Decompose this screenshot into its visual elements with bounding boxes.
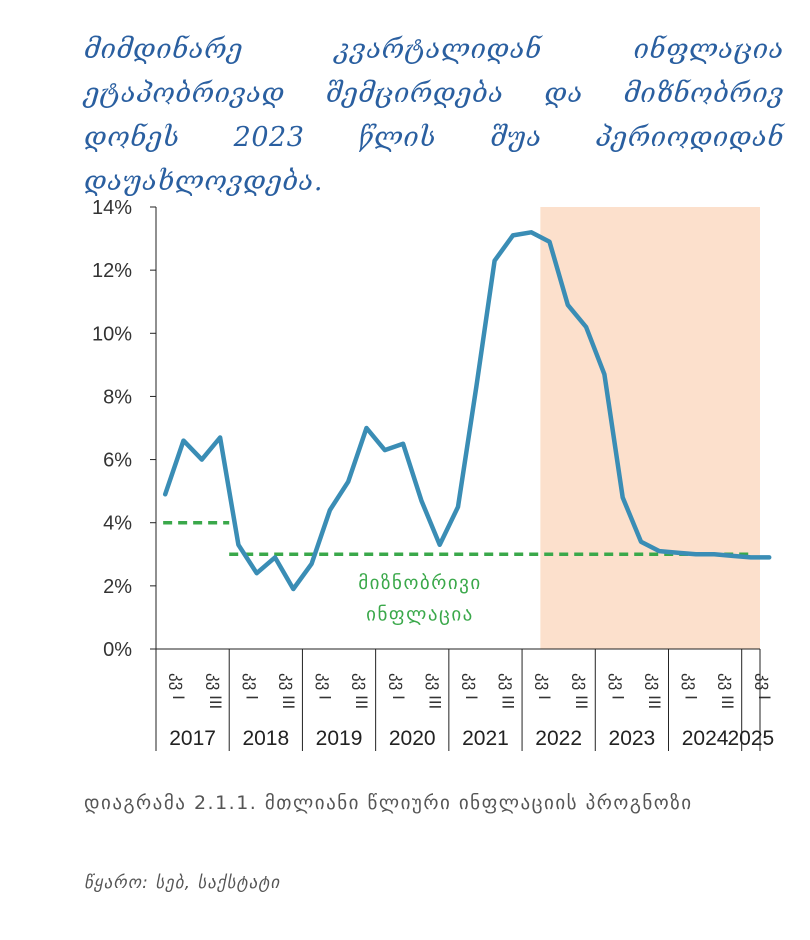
y-tick-label: 2% <box>103 576 132 598</box>
forecast-band-layer <box>540 207 760 649</box>
quarter-label: კვ III <box>717 673 737 709</box>
year-label: 2025 <box>727 727 774 750</box>
quarter-label: კვ III <box>205 673 225 709</box>
y-tick-label: 6% <box>103 450 132 472</box>
inflation-forecast-chart: 0% 2% 4% 6% 8% 10% 12% 14% კვ I კვ III 2017 კვ I კვ … <box>92 197 774 751</box>
chart-source: წყარო: სებ, საქსტატი <box>84 873 281 893</box>
year-label: 2023 <box>609 727 656 750</box>
y-tick-label: 12% <box>92 260 132 282</box>
series-layer <box>162 230 772 592</box>
y-tick-label: 0% <box>103 639 132 661</box>
year-label: 2022 <box>535 727 582 750</box>
quarter-label: კვ III <box>278 673 298 709</box>
forecast-band <box>540 207 760 649</box>
year-label: 2024 <box>682 727 729 750</box>
headline: მიმდინარე კვარტალიდან ინფლაცია ეტაპობრივ… <box>84 34 784 197</box>
target-label-line2: ინფლაცია <box>366 605 474 626</box>
y-tick-label: 10% <box>92 323 132 345</box>
quarter-label: კვ I <box>315 673 335 700</box>
quarter-label: კვ I <box>681 673 701 700</box>
quarter-label: კვ I <box>241 673 261 700</box>
quarter-label: კვ I <box>461 673 481 700</box>
quarter-label: კვ III <box>644 673 664 709</box>
quarter-label: კვ III <box>571 673 591 709</box>
year-label: 2017 <box>169 727 216 750</box>
year-label: 2020 <box>389 727 436 750</box>
target-label-line1: მიზნობრივი <box>358 573 482 594</box>
quarter-label: კვ III <box>424 673 444 709</box>
target-layer: მიზნობრივი ინფლაცია <box>163 520 754 626</box>
quarter-label: კვ I <box>754 673 774 700</box>
year-label: 2018 <box>242 727 289 750</box>
y-tick-label: 4% <box>103 513 132 535</box>
y-tick-label: 8% <box>103 386 132 408</box>
quarter-label: კვ I <box>168 673 188 700</box>
inflation-series-line <box>162 230 772 592</box>
axis-layer: 0% 2% 4% 6% 8% 10% 12% 14% კვ I კვ III 2017 კვ I კვ … <box>92 197 774 751</box>
quarter-label: კვ III <box>498 673 518 709</box>
year-label: 2021 <box>462 727 509 750</box>
quarter-label: კვ III <box>351 673 371 709</box>
chart-caption: დიაგრამა 2.1.1. მთლიანი წლიური ინფლაციის… <box>84 792 693 814</box>
quarter-label: კვ I <box>534 673 554 700</box>
year-label: 2019 <box>316 727 363 750</box>
y-tick-label: 14% <box>92 197 132 219</box>
quarter-label: კვ I <box>388 673 408 700</box>
quarter-label: კვ I <box>607 673 627 700</box>
